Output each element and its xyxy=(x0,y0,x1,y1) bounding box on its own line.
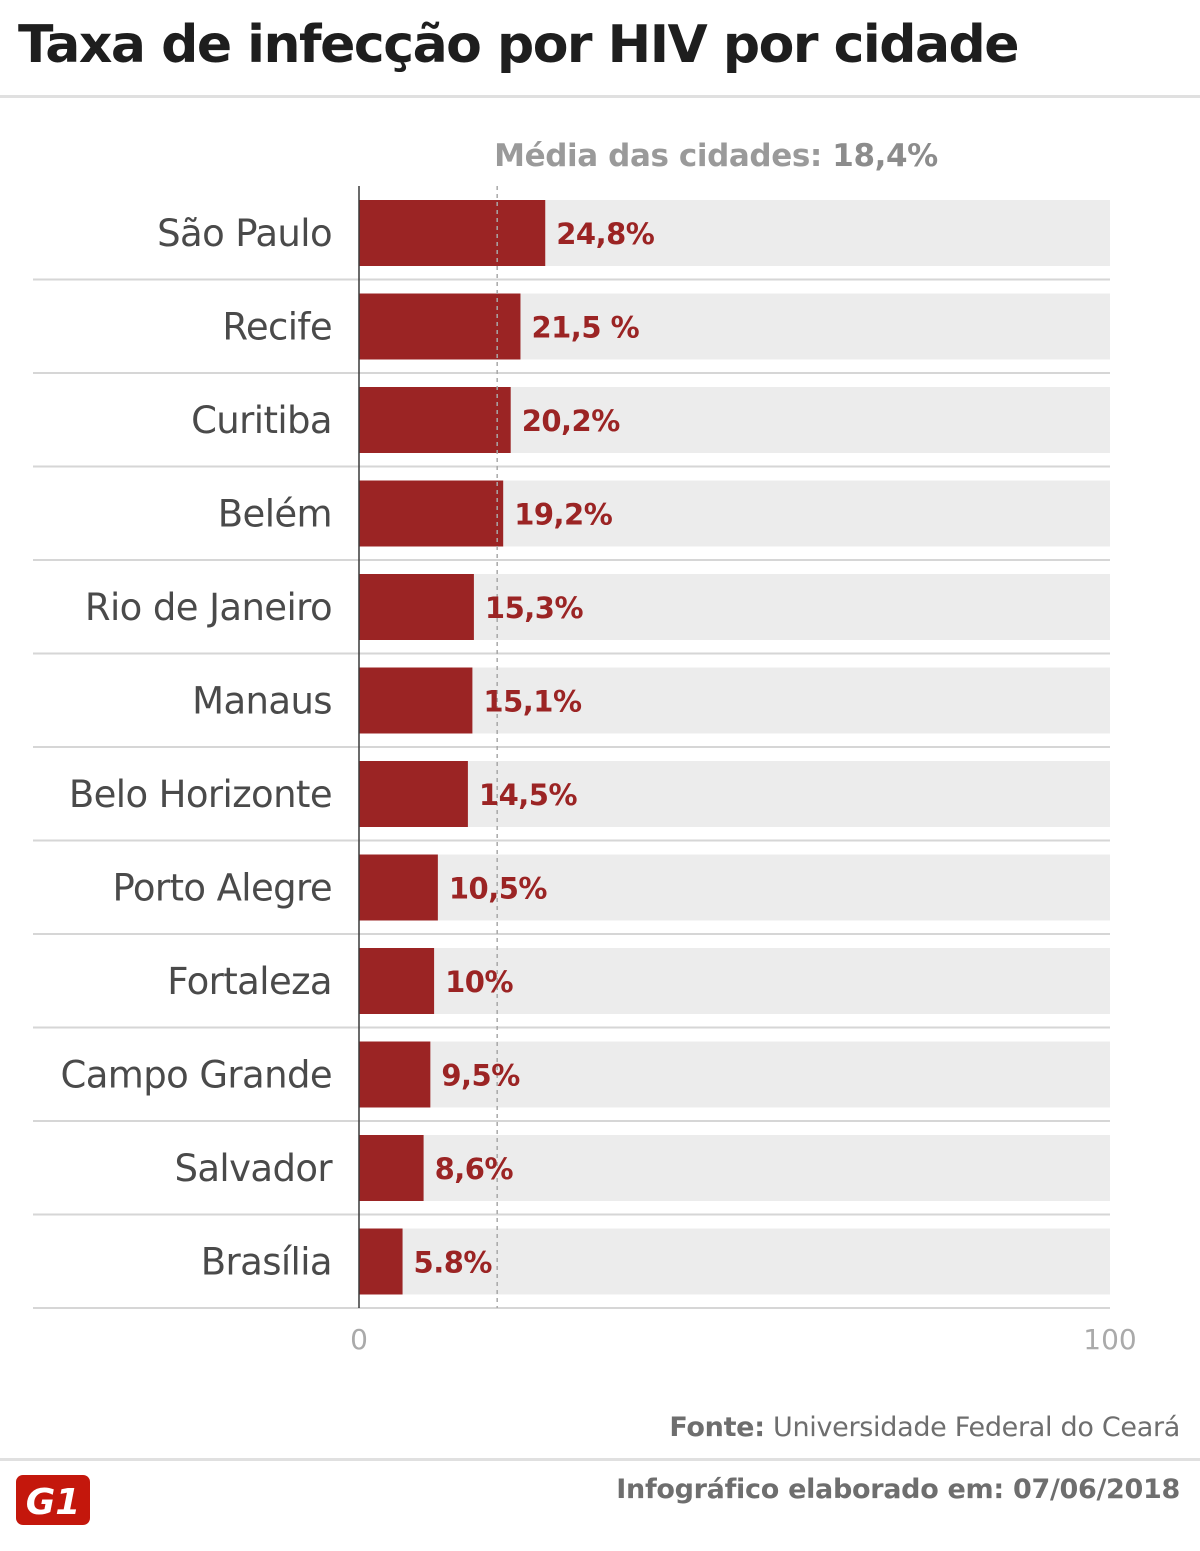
value-label: 10% xyxy=(445,965,513,999)
bar xyxy=(359,667,473,734)
g1-logo: G1 xyxy=(16,1475,90,1525)
source-note: Fonte: Universidade Federal do Ceará xyxy=(669,1412,1180,1443)
bar-track xyxy=(359,1135,1110,1201)
bar-track xyxy=(359,1041,1110,1108)
bar-chart: São Paulo 24,8% Recife 21,5 % Curitiba 20,2% B… xyxy=(33,138,1137,1356)
x-tick-label: 100 xyxy=(1083,1323,1136,1356)
value-label: 10,5% xyxy=(449,872,548,906)
bar xyxy=(359,1135,424,1201)
category-label: Fortaleza xyxy=(167,960,332,1003)
category-label: Porto Alegre xyxy=(112,867,332,910)
average-value: 18,4% xyxy=(832,138,938,174)
category-label: Brasília xyxy=(201,1241,332,1284)
category-label: Campo Grande xyxy=(61,1054,333,1097)
category-label: Curitiba xyxy=(191,399,332,442)
bar xyxy=(359,1228,403,1295)
bar-track xyxy=(359,854,1110,921)
value-label: 20,2% xyxy=(522,404,621,438)
source-text: Universidade Federal do Ceará xyxy=(773,1412,1180,1443)
value-label: 19,2% xyxy=(514,498,613,532)
credit-note: Infográfico elaborado em: 07/06/2018 xyxy=(616,1474,1180,1505)
value-label: 14,5% xyxy=(479,778,578,812)
category-label: Manaus xyxy=(192,680,332,723)
value-label: 21,5 % xyxy=(531,311,639,345)
g1-logo-background xyxy=(16,1475,90,1525)
category-label: São Paulo xyxy=(157,212,332,255)
source-label: Fonte: xyxy=(669,1412,765,1443)
bar xyxy=(359,574,474,640)
bar xyxy=(359,200,546,266)
bar xyxy=(359,387,511,453)
chart-rows xyxy=(33,200,1110,1309)
bar-track xyxy=(359,761,1110,827)
value-label: 8,6% xyxy=(435,1152,514,1186)
category-label: Belo Horizonte xyxy=(69,773,332,816)
bar xyxy=(359,948,435,1014)
x-tick-label: 0 xyxy=(350,1323,368,1356)
bar-track xyxy=(359,667,1110,734)
footer-divider xyxy=(0,1458,1200,1461)
title-divider xyxy=(0,95,1200,98)
bar-track xyxy=(359,1228,1110,1295)
value-label: 24,8% xyxy=(556,217,655,251)
bar xyxy=(359,854,438,921)
category-label: Recife xyxy=(222,306,332,349)
bar xyxy=(359,1041,431,1108)
value-label: 9,5% xyxy=(441,1059,520,1093)
bar-track xyxy=(359,574,1110,640)
category-label: Rio de Janeiro xyxy=(85,586,332,629)
category-label: Belém xyxy=(218,493,332,536)
value-label: 5.8% xyxy=(414,1246,493,1280)
category-label: Salvador xyxy=(174,1147,333,1190)
bar xyxy=(359,480,504,547)
average-label: Média das cidades: xyxy=(494,138,822,174)
g1-logo-text: G1 xyxy=(26,1482,81,1523)
value-label: 15,3% xyxy=(485,591,584,625)
value-label: 15,1% xyxy=(483,685,582,719)
average-annotation: Média das cidades: 18,4% xyxy=(494,138,938,174)
chart-labels: São Paulo 24,8% Recife 21,5 % Curitiba 20,2% B… xyxy=(61,212,656,1284)
page-title: Taxa de infecção por HIV por cidade xyxy=(18,15,1020,75)
bar xyxy=(359,293,521,360)
bar xyxy=(359,761,468,827)
bar-track xyxy=(359,948,1110,1014)
